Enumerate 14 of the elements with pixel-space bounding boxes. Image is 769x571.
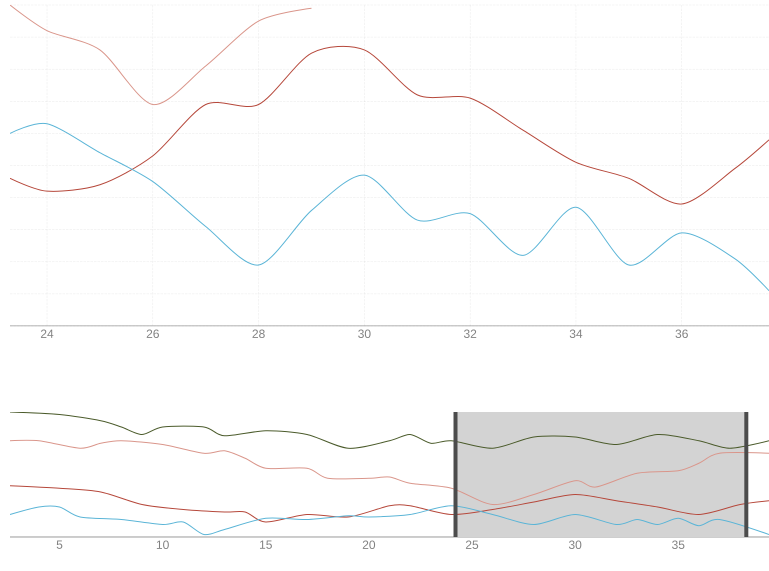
x-tick-label: 30: [358, 330, 371, 338]
x-tick-label: 34: [570, 330, 582, 338]
x-tick-label: 28: [252, 330, 265, 338]
x-tick-label: 25: [466, 540, 478, 550]
x-tick-label: 24: [40, 330, 54, 338]
x-tick-label: 20: [362, 540, 376, 550]
x-tick-label: 30: [568, 540, 582, 550]
x-tick-label: 10: [156, 540, 169, 550]
x-tick-label: 36: [676, 330, 688, 338]
x-tick-label: 26: [146, 330, 159, 338]
x-tick-label: 32: [464, 330, 476, 338]
x-tick-label: 35: [672, 540, 684, 550]
x-tick-label: 5: [56, 540, 62, 549]
x-tick-label: 15: [260, 540, 272, 549]
